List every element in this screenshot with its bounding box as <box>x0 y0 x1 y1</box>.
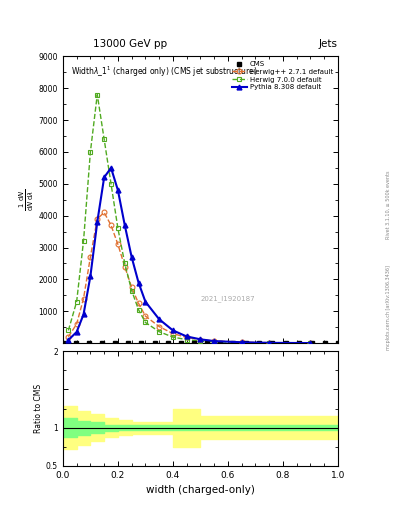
Herwig++ 2.7.1 default <box>239 339 244 345</box>
Herwig 7.0.0 default <box>108 181 114 187</box>
Pythia 8.308 default <box>102 175 107 181</box>
Line: CMS: CMS <box>61 342 340 345</box>
CMS <box>323 340 327 346</box>
Legend: CMS, Herwig++ 2.7.1 default, Herwig 7.0.0 default, Pythia 8.308 default: CMS, Herwig++ 2.7.1 default, Herwig 7.0.… <box>230 60 334 92</box>
CMS <box>296 340 301 346</box>
CMS <box>139 340 144 346</box>
CMS <box>257 340 262 346</box>
Herwig 7.0.0 default <box>267 340 272 346</box>
Text: mcplots.cern.ch [arXiv:1306.3436]: mcplots.cern.ch [arXiv:1306.3436] <box>386 265 391 350</box>
Pythia 8.308 default <box>108 165 114 171</box>
Pythia 8.308 default <box>308 340 313 346</box>
Herwig 7.0.0 default <box>74 298 79 305</box>
Line: Herwig 7.0.0 default: Herwig 7.0.0 default <box>66 92 313 346</box>
Herwig++ 2.7.1 default <box>116 241 120 247</box>
Pythia 8.308 default <box>184 333 189 339</box>
CMS <box>191 340 196 346</box>
Herwig++ 2.7.1 default <box>129 284 134 290</box>
Herwig 7.0.0 default <box>184 336 189 343</box>
Herwig 7.0.0 default <box>116 225 120 231</box>
Herwig++ 2.7.1 default <box>108 222 114 228</box>
Line: Herwig++ 2.7.1 default: Herwig++ 2.7.1 default <box>66 210 313 346</box>
Pythia 8.308 default <box>95 219 100 225</box>
CMS <box>113 340 118 346</box>
Pythia 8.308 default <box>136 280 141 286</box>
CMS <box>152 340 157 346</box>
Text: Width$\lambda\_1^1$ (charged only) (CMS jet substructure): Width$\lambda\_1^1$ (charged only) (CMS … <box>71 65 258 79</box>
Herwig 7.0.0 default <box>136 307 141 313</box>
Herwig++ 2.7.1 default <box>157 324 162 330</box>
Y-axis label: $\frac{1}{\mathrm{d}N}\frac{\mathrm{d}N}{\mathrm{d}\lambda}$: $\frac{1}{\mathrm{d}N}\frac{\mathrm{d}N}… <box>18 189 36 211</box>
CMS <box>336 340 340 346</box>
CMS <box>61 340 65 346</box>
Herwig 7.0.0 default <box>143 319 148 326</box>
Herwig 7.0.0 default <box>102 136 107 142</box>
CMS <box>309 340 314 346</box>
Text: Rivet 3.1.10, ≥ 500k events: Rivet 3.1.10, ≥ 500k events <box>386 170 391 239</box>
Herwig++ 2.7.1 default <box>95 216 100 222</box>
CMS <box>178 340 183 346</box>
Line: Pythia 8.308 default: Pythia 8.308 default <box>66 165 313 346</box>
Text: Jets: Jets <box>318 38 337 49</box>
Y-axis label: Ratio to CMS: Ratio to CMS <box>34 384 43 433</box>
Pythia 8.308 default <box>171 327 175 333</box>
Herwig++ 2.7.1 default <box>308 340 313 346</box>
Herwig 7.0.0 default <box>88 149 93 155</box>
CMS <box>87 340 92 346</box>
Herwig 7.0.0 default <box>95 92 100 98</box>
X-axis label: width (charged-only): width (charged-only) <box>146 485 255 495</box>
Herwig++ 2.7.1 default <box>212 338 217 344</box>
CMS <box>283 340 288 346</box>
CMS <box>231 340 235 346</box>
Herwig++ 2.7.1 default <box>143 313 148 319</box>
Pythia 8.308 default <box>123 222 127 228</box>
Herwig 7.0.0 default <box>81 238 86 244</box>
Pythia 8.308 default <box>74 329 79 335</box>
CMS <box>218 340 222 346</box>
Pythia 8.308 default <box>143 298 148 305</box>
Pythia 8.308 default <box>116 187 120 193</box>
CMS <box>165 340 170 346</box>
CMS <box>205 340 209 346</box>
Herwig++ 2.7.1 default <box>123 264 127 270</box>
Herwig 7.0.0 default <box>123 261 127 267</box>
CMS <box>244 340 249 346</box>
Herwig++ 2.7.1 default <box>136 300 141 306</box>
Herwig++ 2.7.1 default <box>88 254 93 260</box>
Herwig 7.0.0 default <box>198 338 203 344</box>
Pythia 8.308 default <box>267 340 272 346</box>
Herwig 7.0.0 default <box>239 339 244 346</box>
Herwig++ 2.7.1 default <box>198 336 203 343</box>
Herwig 7.0.0 default <box>66 327 71 333</box>
Pythia 8.308 default <box>81 311 86 317</box>
CMS <box>270 340 275 346</box>
CMS <box>100 340 105 346</box>
Pythia 8.308 default <box>129 254 134 260</box>
Herwig 7.0.0 default <box>157 329 162 335</box>
Pythia 8.308 default <box>66 337 71 343</box>
Text: 2021_I1920187: 2021_I1920187 <box>200 295 255 302</box>
CMS <box>73 340 78 346</box>
Text: 13000 GeV pp: 13000 GeV pp <box>93 38 167 49</box>
Herwig++ 2.7.1 default <box>102 209 107 216</box>
Herwig++ 2.7.1 default <box>81 295 86 302</box>
Herwig 7.0.0 default <box>171 334 175 340</box>
Herwig 7.0.0 default <box>129 288 134 294</box>
Herwig++ 2.7.1 default <box>74 321 79 327</box>
Herwig 7.0.0 default <box>212 339 217 345</box>
Pythia 8.308 default <box>88 273 93 280</box>
Herwig++ 2.7.1 default <box>171 331 175 337</box>
Herwig++ 2.7.1 default <box>184 334 189 340</box>
Pythia 8.308 default <box>239 339 244 345</box>
Herwig++ 2.7.1 default <box>267 339 272 346</box>
Pythia 8.308 default <box>198 336 203 343</box>
Herwig++ 2.7.1 default <box>66 334 71 340</box>
Herwig 7.0.0 default <box>308 340 313 346</box>
CMS <box>126 340 131 346</box>
Pythia 8.308 default <box>212 338 217 344</box>
Pythia 8.308 default <box>157 316 162 323</box>
